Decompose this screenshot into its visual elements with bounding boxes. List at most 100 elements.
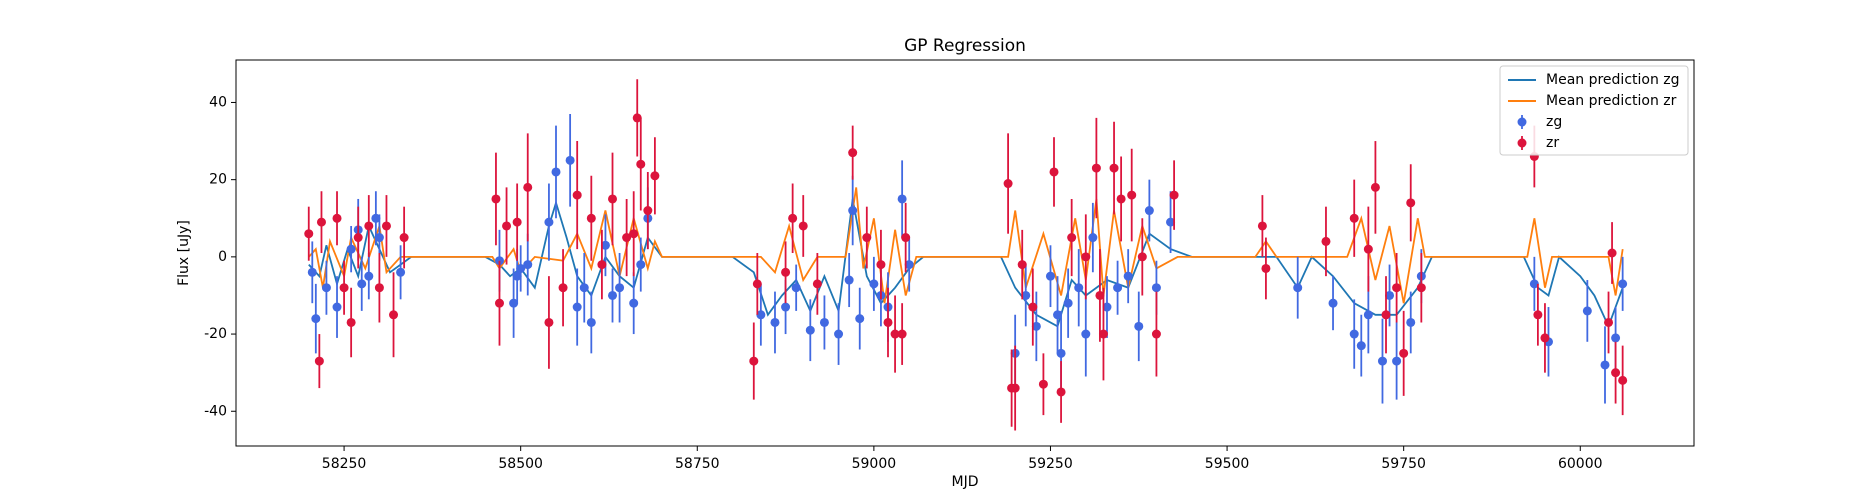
marker — [399, 233, 409, 243]
marker — [1017, 260, 1027, 270]
error-point — [491, 152, 501, 246]
error-point — [615, 253, 625, 323]
marker — [332, 213, 342, 223]
error-point — [307, 241, 317, 304]
error-point — [862, 206, 872, 269]
error-point — [523, 233, 533, 296]
y-tick-label: -20 — [204, 326, 227, 342]
error-point — [1607, 222, 1617, 284]
marker — [848, 206, 858, 216]
marker — [332, 302, 342, 312]
marker — [819, 317, 829, 327]
marker — [650, 171, 660, 181]
marker — [516, 263, 526, 273]
error-point — [1081, 291, 1091, 377]
marker — [629, 298, 639, 308]
marker — [876, 260, 886, 270]
error-point — [321, 260, 331, 315]
error-point — [1151, 291, 1161, 377]
error-point — [869, 256, 879, 311]
marker — [1144, 206, 1154, 216]
marker — [1533, 310, 1543, 320]
error-point — [752, 253, 762, 315]
marker — [636, 260, 646, 270]
y-tick-label: 20 — [209, 172, 227, 188]
error-point — [788, 183, 798, 253]
legend-label: zg — [1546, 114, 1562, 130]
error-point — [1356, 314, 1366, 377]
marker — [1031, 321, 1041, 331]
marker — [600, 240, 610, 250]
error-point — [1370, 141, 1380, 234]
error-point — [904, 237, 914, 292]
marker — [749, 356, 759, 366]
marker — [512, 217, 522, 227]
error-point — [844, 253, 854, 308]
marker — [632, 113, 642, 123]
marker — [1406, 198, 1416, 208]
marker — [1056, 348, 1066, 358]
error-point — [1363, 206, 1373, 292]
marker — [1010, 383, 1020, 393]
error-point — [1533, 283, 1543, 346]
marker — [311, 314, 321, 324]
marker — [855, 314, 865, 324]
error-point — [364, 253, 374, 300]
legend: Mean prediction zg Mean prediction zr zg zr — [1499, 65, 1689, 156]
marker — [1169, 190, 1179, 200]
error-point — [1293, 256, 1303, 319]
error-point — [848, 125, 858, 180]
error-point — [643, 171, 653, 250]
error-point — [314, 334, 324, 389]
marker — [848, 148, 858, 158]
error-point — [1056, 361, 1066, 423]
chart-title: GP Regression — [904, 36, 1026, 56]
error-point — [650, 137, 660, 215]
marker — [314, 356, 324, 366]
marker — [1328, 298, 1338, 308]
error-point — [855, 287, 865, 350]
error-point — [509, 268, 519, 338]
error-point — [1038, 353, 1048, 416]
error-point — [346, 225, 356, 273]
error-point — [389, 272, 399, 358]
error-point — [1328, 276, 1338, 331]
x-tick-label: 60000 — [1558, 456, 1603, 472]
marker — [374, 283, 384, 293]
marker — [1540, 333, 1550, 343]
marker — [1611, 333, 1621, 343]
error-point — [1392, 253, 1402, 323]
marker — [523, 260, 533, 270]
error-point — [1392, 322, 1402, 400]
error-point — [1067, 198, 1077, 277]
error-point — [1003, 133, 1013, 234]
marker — [551, 167, 561, 177]
marker — [1095, 290, 1105, 300]
marker — [897, 329, 907, 339]
error-point — [756, 283, 766, 346]
error-point — [805, 299, 815, 362]
legend-label: Mean prediction zg — [1546, 72, 1680, 88]
legend-label: Mean prediction zr — [1546, 93, 1677, 109]
legend-label: zr — [1546, 135, 1559, 151]
marker — [636, 159, 646, 169]
error-point — [1098, 287, 1108, 381]
error-point — [544, 183, 554, 261]
marker — [321, 283, 331, 293]
marker — [502, 221, 512, 231]
marker — [1088, 233, 1098, 243]
error-point — [883, 287, 893, 358]
marker — [346, 244, 356, 254]
error-point — [523, 133, 533, 242]
error-point — [1169, 160, 1179, 230]
error-point — [1377, 318, 1387, 404]
error-point — [1134, 291, 1144, 362]
marker — [579, 283, 589, 293]
marker — [512, 271, 522, 281]
marker — [381, 221, 391, 231]
marker — [1067, 233, 1077, 243]
marker — [374, 233, 384, 243]
marker — [788, 213, 798, 223]
marker — [615, 283, 625, 293]
marker — [1045, 271, 1055, 281]
